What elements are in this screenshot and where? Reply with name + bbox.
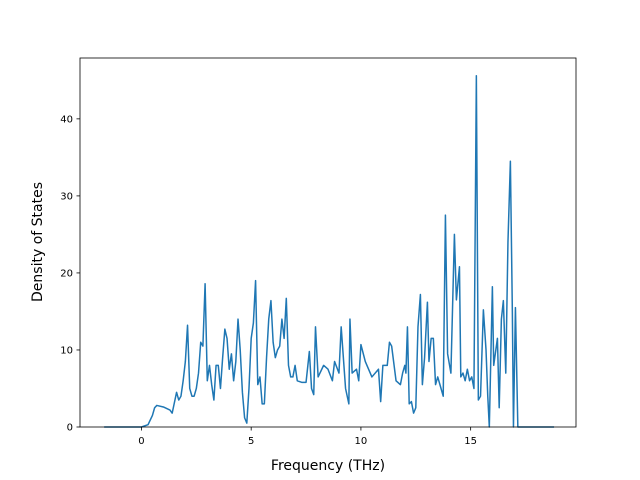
y-tick-label: 0 [67, 423, 73, 434]
series-line [104, 74, 555, 428]
y-tick-label: 30 [60, 191, 73, 202]
y-axis-label: Density of States [30, 182, 46, 302]
y-tick-label: 10 [60, 345, 73, 356]
plot-area [104, 74, 555, 428]
x-tick-label: 0 [138, 436, 144, 447]
x-tick-label: 5 [248, 436, 254, 447]
x-tick-label: 10 [355, 436, 368, 447]
y-tick-label: 20 [60, 268, 73, 279]
x-axis-label: Frequency (THz) [271, 458, 385, 474]
y-tick-label: 40 [60, 114, 73, 125]
x-tick-label: 15 [464, 436, 477, 447]
axes-frame [79, 57, 577, 428]
